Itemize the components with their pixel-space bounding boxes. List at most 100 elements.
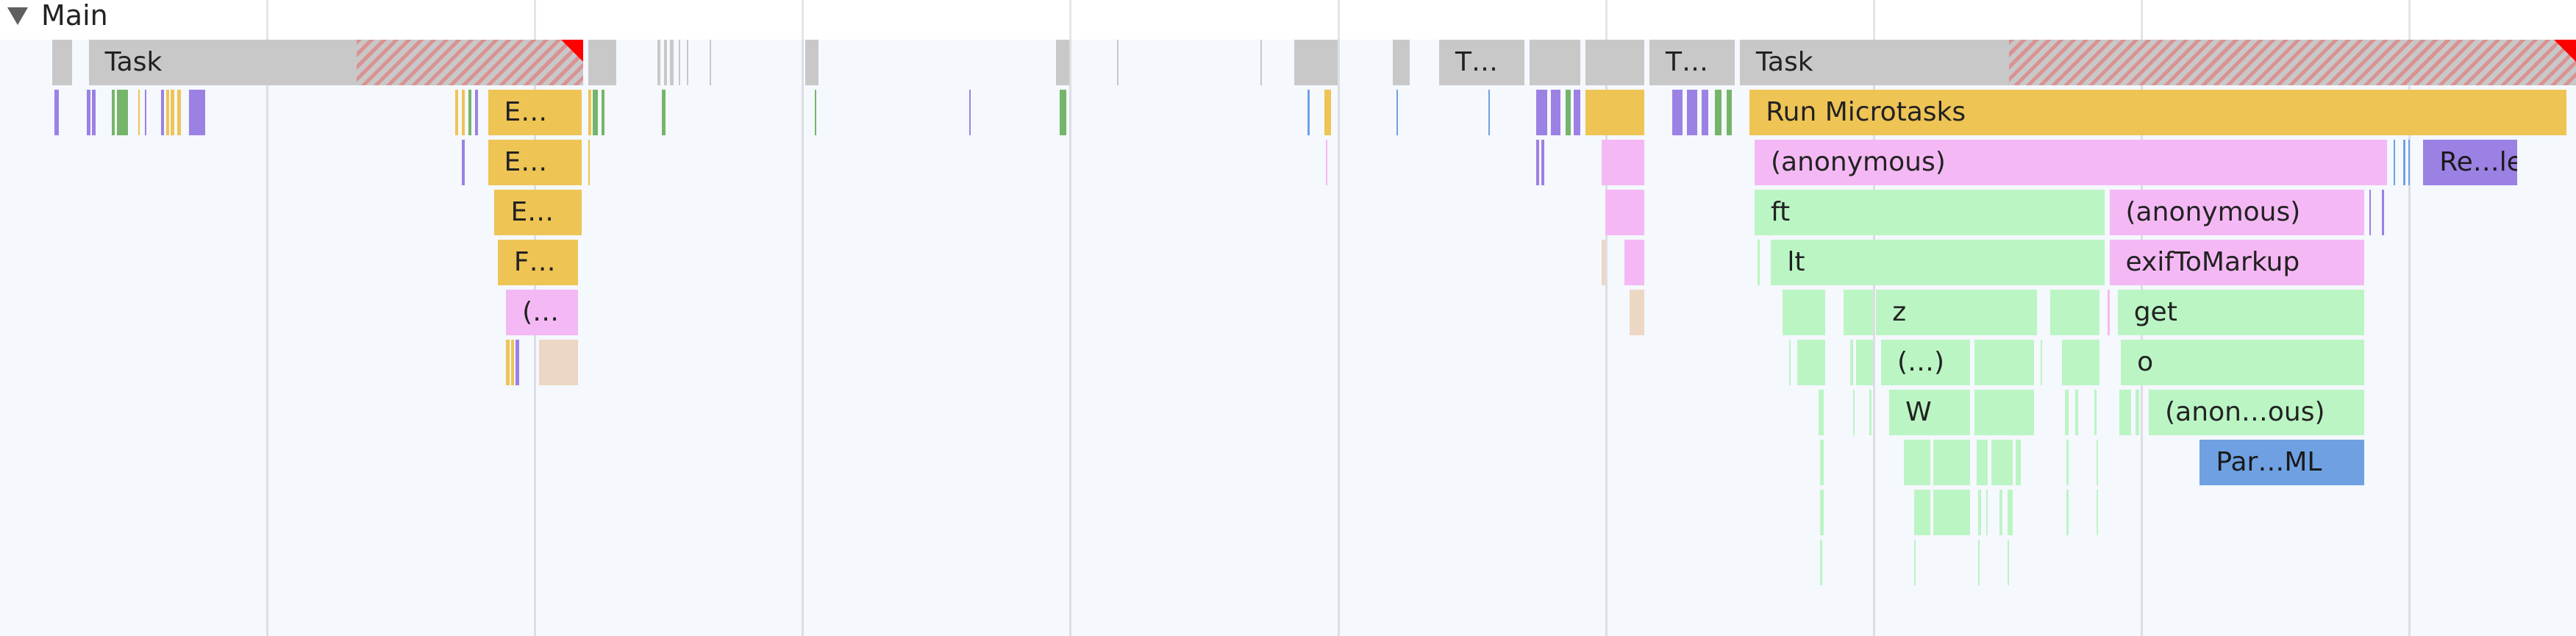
flame-event[interactable] (116, 90, 129, 135)
flame-event[interactable] (804, 40, 818, 85)
flame-event[interactable] (506, 340, 510, 385)
flame-event[interactable] (2394, 140, 2396, 185)
flame-event-anon1[interactable]: (anonymous) (1754, 140, 2388, 185)
flame-event[interactable] (188, 90, 206, 135)
flame-event[interactable] (2050, 290, 2100, 335)
flame-event[interactable] (2066, 490, 2069, 535)
flame-event[interactable] (461, 90, 465, 135)
flame-event[interactable] (1260, 40, 1262, 85)
flame-event[interactable] (2108, 290, 2110, 335)
flame-event[interactable] (1849, 340, 1853, 385)
flame-event[interactable] (2096, 490, 2098, 535)
flame-event[interactable] (1853, 390, 1855, 435)
flame-event[interactable] (710, 40, 712, 85)
flame-event[interactable] (1585, 90, 1645, 135)
flame-event-anon3[interactable]: (anon…ous) (2149, 390, 2364, 435)
flame-event[interactable] (1529, 40, 1581, 85)
flame-event[interactable] (657, 40, 661, 85)
flame-event-lt[interactable]: lt (1771, 240, 2105, 285)
flame-event[interactable] (1758, 240, 1760, 285)
flame-event[interactable] (1913, 490, 1930, 535)
flame-event[interactable] (1820, 540, 1822, 585)
flame-event[interactable] (1726, 90, 1732, 135)
flame-event[interactable] (1624, 240, 1645, 285)
flame-event[interactable] (1059, 90, 1066, 135)
flame-event[interactable] (1535, 140, 1540, 185)
flame-event[interactable] (2119, 390, 2131, 435)
flame-event[interactable] (1550, 90, 1561, 135)
flame-event[interactable] (2094, 390, 2097, 435)
flame-event[interactable] (1933, 440, 1970, 485)
flame-event[interactable] (1991, 440, 2013, 485)
flame-event[interactable] (1535, 90, 1548, 135)
flame-event[interactable] (1974, 390, 2034, 435)
flame-event-run-microtasks[interactable]: Run Microtasks (1749, 90, 2566, 135)
flame-event-z[interactable]: z (1876, 290, 2038, 335)
flame-event[interactable] (2369, 190, 2371, 235)
flame-event-exif[interactable]: exifToMarkup (2109, 240, 2364, 285)
flame-event[interactable] (1574, 90, 1581, 135)
flame-event[interactable] (1819, 390, 1824, 435)
flame-event[interactable] (1585, 40, 1645, 85)
flame-event[interactable] (1702, 90, 1709, 135)
flame-event-parml[interactable]: Par…ML (2199, 440, 2364, 485)
flame-event-e3[interactable]: E… (494, 190, 582, 235)
flame-event[interactable] (670, 40, 674, 85)
flame-event[interactable] (2065, 390, 2069, 435)
flame-event-ft[interactable]: ft (1754, 190, 2105, 235)
flame-event[interactable] (52, 40, 73, 85)
flame-event[interactable] (588, 140, 590, 185)
flame-event[interactable] (686, 40, 689, 85)
flame-event-get[interactable]: get (2117, 290, 2364, 335)
flame-event[interactable] (601, 90, 605, 135)
flame-event[interactable] (1602, 240, 1605, 285)
flame-event-t3[interactable]: T… (1649, 40, 1735, 85)
flame-event[interactable] (515, 340, 519, 385)
flame-event-task1[interactable]: Task (88, 40, 584, 85)
flame-event[interactable] (1056, 40, 1070, 85)
flame-event[interactable] (1843, 290, 1873, 335)
flame-event[interactable] (177, 90, 181, 135)
flame-event[interactable] (2403, 140, 2405, 185)
flame-event[interactable] (1933, 490, 1970, 535)
flame-event[interactable] (663, 40, 667, 85)
flame-event[interactable] (1820, 490, 1824, 535)
flame-event-o[interactable]: o (2121, 340, 2364, 385)
flame-event[interactable] (1788, 340, 1791, 385)
flame-event[interactable] (1904, 440, 1930, 485)
flame-event[interactable] (1797, 340, 1826, 385)
flame-event[interactable] (138, 90, 140, 135)
flame-event[interactable] (1985, 490, 1988, 535)
flame-event[interactable] (2008, 540, 2010, 585)
flame-event[interactable] (2040, 340, 2042, 385)
flame-event[interactable] (1782, 290, 1826, 335)
flame-event[interactable] (171, 90, 174, 135)
flame-event[interactable] (2408, 140, 2411, 185)
flame-event[interactable] (662, 90, 666, 135)
flame-event[interactable] (1672, 90, 1683, 135)
flame-event[interactable] (1307, 90, 1310, 135)
flame-event-task4[interactable]: Task (1739, 40, 2576, 85)
flame-event[interactable] (1999, 490, 2003, 535)
flame-event[interactable] (1541, 140, 1544, 185)
collapse-triangle-icon[interactable] (7, 7, 28, 25)
flame-event-t2[interactable]: T… (1439, 40, 1525, 85)
flame-event[interactable] (165, 90, 170, 135)
flame-event[interactable] (1325, 140, 1328, 185)
flame-event[interactable] (1630, 290, 1645, 335)
flame-event[interactable] (54, 90, 60, 135)
flame-event-rele[interactable]: Re…le (2423, 140, 2517, 185)
flame-event[interactable] (1913, 540, 1916, 585)
flame-event[interactable] (1488, 90, 1491, 135)
flame-event[interactable] (1687, 90, 1697, 135)
flame-event[interactable] (678, 40, 680, 85)
flame-event[interactable] (2016, 440, 2021, 485)
flame-event[interactable] (1820, 440, 1824, 485)
flame-event[interactable] (2074, 390, 2079, 435)
flame-event[interactable] (2382, 190, 2384, 235)
flame-event-e2[interactable]: E… (488, 140, 582, 185)
flame-event[interactable] (1294, 40, 1338, 85)
flame-event[interactable] (87, 90, 90, 135)
flame-event-e1[interactable]: E… (488, 90, 582, 135)
flame-event[interactable] (1977, 490, 1982, 535)
